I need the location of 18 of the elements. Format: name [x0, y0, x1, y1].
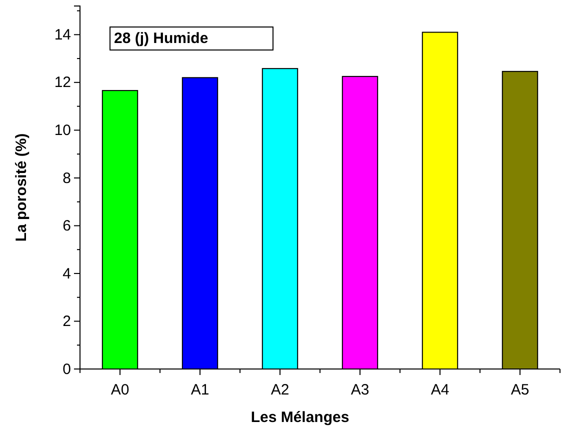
x-tick-label: A1 [190, 382, 210, 398]
y-tick-label: 8 [62, 170, 71, 187]
annotation: 28 (j) Humide [114, 30, 208, 47]
x-tick-label: A5 [510, 382, 530, 398]
y-tick-label: 0 [62, 360, 71, 378]
y-tick-label: 12 [54, 74, 71, 92]
text-box: 28 (j) Humide [110, 26, 274, 50]
y-tick-label: 6 [62, 218, 71, 235]
x-tick-label: A4 [430, 382, 450, 398]
y-tick-label: 10 [54, 122, 71, 139]
y-tick-label: 4 [62, 265, 71, 282]
y-tick-label: 2 [62, 313, 71, 330]
x-tick-label: A3 [350, 382, 370, 398]
x-tick-label: A2 [270, 382, 290, 398]
y-axis-title: La porosité (%) [13, 133, 30, 242]
x-tick-label: A0 [110, 382, 130, 398]
y-tick-label: 14 [54, 26, 71, 44]
x-axis-title: Les Mélanges [250, 409, 350, 426]
